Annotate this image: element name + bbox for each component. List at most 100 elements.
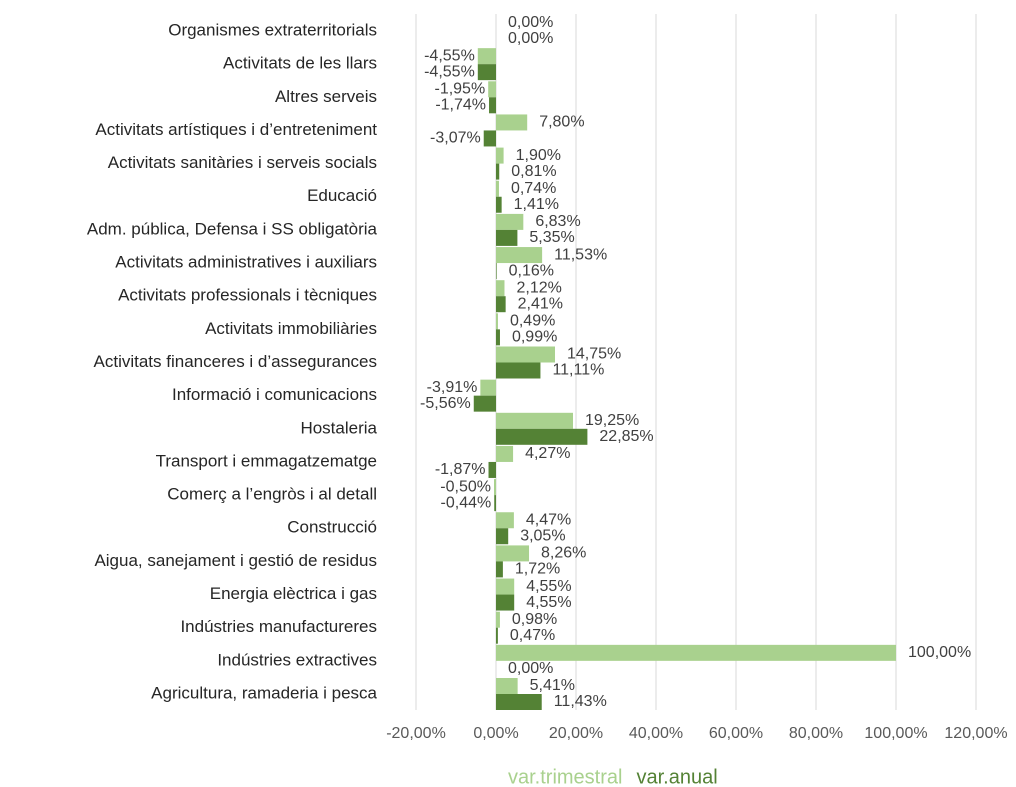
bar [496, 114, 528, 131]
data-label: -4,55% [424, 47, 475, 64]
data-label: 4,55% [526, 578, 571, 595]
bar [496, 247, 543, 264]
category-label: Comerç a l’engròs i al detall [167, 485, 377, 504]
data-label: -4,55% [424, 63, 475, 80]
data-label: 11,11% [552, 362, 604, 379]
data-label: -3,07% [430, 130, 481, 147]
data-label: -0,44% [441, 494, 492, 511]
data-label: 100,00% [908, 644, 971, 661]
bar [496, 594, 515, 611]
x-tick-label: -20,00% [386, 725, 446, 742]
bar [496, 561, 503, 578]
data-label: 3,05% [520, 527, 565, 544]
x-tick-label: 100,00% [864, 725, 927, 742]
bar [489, 97, 496, 114]
data-label: 4,55% [526, 594, 571, 611]
category-label: Indústries manufactureres [180, 617, 377, 636]
bar [496, 412, 573, 429]
data-label: 0,74% [511, 180, 556, 197]
category-label: Agricultura, ramaderia i pesca [151, 683, 377, 702]
category-label: Activitats professionals i tècniques [118, 286, 377, 305]
data-label: 0,00% [508, 14, 553, 31]
data-label: -5,56% [420, 395, 471, 412]
data-label: 0,16% [509, 262, 554, 279]
data-label: 6,83% [535, 213, 580, 230]
data-label: -0,50% [440, 478, 491, 495]
bar [488, 81, 496, 98]
category-label: Aigua, sanejament i gestió de residus [94, 551, 377, 570]
bar [496, 545, 530, 562]
x-tick-label: 0,00% [473, 725, 518, 742]
bar [496, 147, 504, 164]
data-label: 0,00% [508, 660, 553, 677]
bar [496, 644, 896, 661]
data-label: 7,80% [539, 114, 584, 131]
bar [477, 64, 496, 81]
data-label: 1,41% [514, 196, 559, 213]
bar [480, 379, 496, 396]
category-label: Educació [307, 186, 377, 205]
data-label: 14,75% [567, 346, 621, 363]
bar [473, 395, 496, 412]
category-label: Energia elèctrica i gas [210, 584, 377, 603]
category-label: Construcció [287, 518, 377, 537]
category-label: Adm. pública, Defensa i SS obligatòria [87, 219, 378, 238]
data-label: 8,26% [541, 545, 586, 562]
bar [496, 329, 500, 346]
x-tick-label: 120,00% [944, 725, 1007, 742]
bar [496, 196, 502, 213]
bar [496, 445, 514, 462]
data-label: 0,49% [510, 313, 555, 330]
bar [496, 280, 505, 297]
bar [496, 578, 515, 595]
category-label: Transport i emmagatzematge [156, 451, 377, 470]
x-tick-label: 80,00% [789, 725, 843, 742]
category-label: Activitats administratives i auxiliars [115, 253, 377, 272]
data-label: 0,47% [510, 627, 555, 644]
bar [488, 461, 496, 478]
bar [496, 627, 498, 644]
bar [496, 229, 518, 246]
legend-label: var.trimestral [508, 766, 622, 787]
category-label: Altres serveis [275, 87, 377, 106]
data-label: 5,41% [530, 677, 575, 694]
data-label: 19,25% [585, 412, 639, 429]
data-label: 11,53% [554, 246, 607, 263]
data-label: 0,00% [508, 30, 553, 47]
category-label: Activitats sanitàries i serveis socials [108, 153, 377, 172]
bar [494, 495, 496, 512]
data-label: 22,85% [599, 428, 653, 445]
data-label: 0,98% [512, 611, 557, 628]
data-label: 0,81% [511, 163, 556, 180]
bar [494, 479, 496, 496]
bar [496, 213, 524, 230]
category-label: Activitats de les llars [223, 54, 377, 73]
data-label: 1,72% [515, 561, 560, 578]
category-label: Activitats immobiliàries [205, 319, 377, 338]
data-label: 1,90% [516, 147, 561, 164]
category-label: Organismes extraterritorials [168, 20, 377, 39]
bar [496, 263, 497, 280]
data-label: -1,95% [434, 81, 485, 98]
bar [496, 512, 514, 529]
data-label: 11,43% [554, 693, 607, 710]
bar [496, 296, 506, 313]
bar [496, 428, 588, 445]
category-label: Indústries extractives [217, 650, 377, 669]
bar [477, 48, 496, 65]
category-label: Activitats artístiques i d’entreteniment [95, 120, 377, 139]
data-label: 0,99% [512, 329, 557, 346]
bar [496, 528, 509, 545]
data-label: 5,35% [529, 229, 574, 246]
category-label: Hostaleria [300, 418, 377, 437]
data-label: 2,41% [518, 295, 563, 312]
x-tick-label: 60,00% [709, 725, 763, 742]
data-label: -3,91% [427, 379, 478, 396]
data-label: 4,47% [526, 511, 571, 528]
category-label: Informació i comunicacions [172, 385, 377, 404]
bar [496, 163, 500, 180]
bar [496, 678, 518, 694]
category-label: Activitats financeres i d’assegurances [94, 352, 377, 371]
bar [496, 362, 541, 379]
